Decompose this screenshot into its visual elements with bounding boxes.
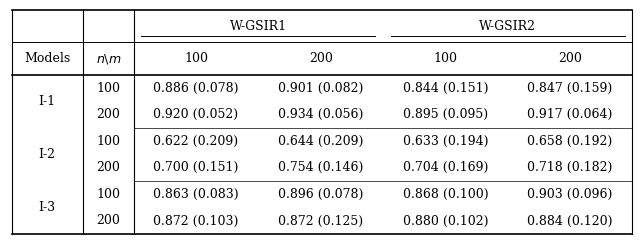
Text: I-3: I-3 — [38, 201, 56, 214]
Text: 100: 100 — [96, 82, 120, 95]
Text: 0.917 (0.064): 0.917 (0.064) — [527, 108, 612, 121]
Text: 200: 200 — [97, 108, 120, 121]
Text: 0.868 (0.100): 0.868 (0.100) — [403, 188, 488, 201]
Text: 0.844 (0.151): 0.844 (0.151) — [403, 82, 488, 95]
Text: 0.884 (0.120): 0.884 (0.120) — [527, 214, 612, 227]
Text: 100: 100 — [433, 52, 458, 65]
Text: 0.872 (0.103): 0.872 (0.103) — [154, 214, 239, 227]
Text: 200: 200 — [308, 52, 333, 65]
Text: 0.903 (0.096): 0.903 (0.096) — [527, 188, 612, 201]
Text: 0.895 (0.095): 0.895 (0.095) — [403, 108, 488, 121]
Text: 200: 200 — [97, 161, 120, 174]
Text: 0.901 (0.082): 0.901 (0.082) — [278, 82, 364, 95]
Text: 0.847 (0.159): 0.847 (0.159) — [527, 82, 612, 95]
Text: 0.880 (0.102): 0.880 (0.102) — [403, 214, 488, 227]
Text: 0.622 (0.209): 0.622 (0.209) — [154, 135, 239, 148]
Text: I-1: I-1 — [38, 95, 56, 108]
Text: $n{\backslash}m$: $n{\backslash}m$ — [95, 52, 121, 66]
Text: 0.633 (0.194): 0.633 (0.194) — [403, 135, 488, 148]
Text: 0.934 (0.056): 0.934 (0.056) — [278, 108, 364, 121]
Text: 0.863 (0.083): 0.863 (0.083) — [153, 188, 239, 201]
Text: 0.658 (0.192): 0.658 (0.192) — [527, 135, 612, 148]
Text: W-GSIR2: W-GSIR2 — [479, 20, 536, 32]
Text: 0.920 (0.052): 0.920 (0.052) — [154, 108, 239, 121]
Text: 0.718 (0.182): 0.718 (0.182) — [527, 161, 612, 174]
Text: 0.886 (0.078): 0.886 (0.078) — [153, 82, 239, 95]
Text: 100: 100 — [96, 188, 120, 201]
Text: I-2: I-2 — [38, 148, 56, 161]
Text: 0.754 (0.146): 0.754 (0.146) — [278, 161, 364, 174]
Text: 100: 100 — [184, 52, 208, 65]
Text: 0.896 (0.078): 0.896 (0.078) — [278, 188, 364, 201]
Text: 0.700 (0.151): 0.700 (0.151) — [154, 161, 239, 174]
Text: 0.644 (0.209): 0.644 (0.209) — [278, 135, 364, 148]
Text: 100: 100 — [96, 135, 120, 148]
Text: 0.872 (0.125): 0.872 (0.125) — [278, 214, 364, 227]
Text: Models: Models — [24, 52, 70, 65]
Text: 0.704 (0.169): 0.704 (0.169) — [403, 161, 488, 174]
Text: 200: 200 — [97, 214, 120, 227]
Text: 200: 200 — [558, 52, 582, 65]
Text: W-GSIR1: W-GSIR1 — [230, 20, 287, 32]
